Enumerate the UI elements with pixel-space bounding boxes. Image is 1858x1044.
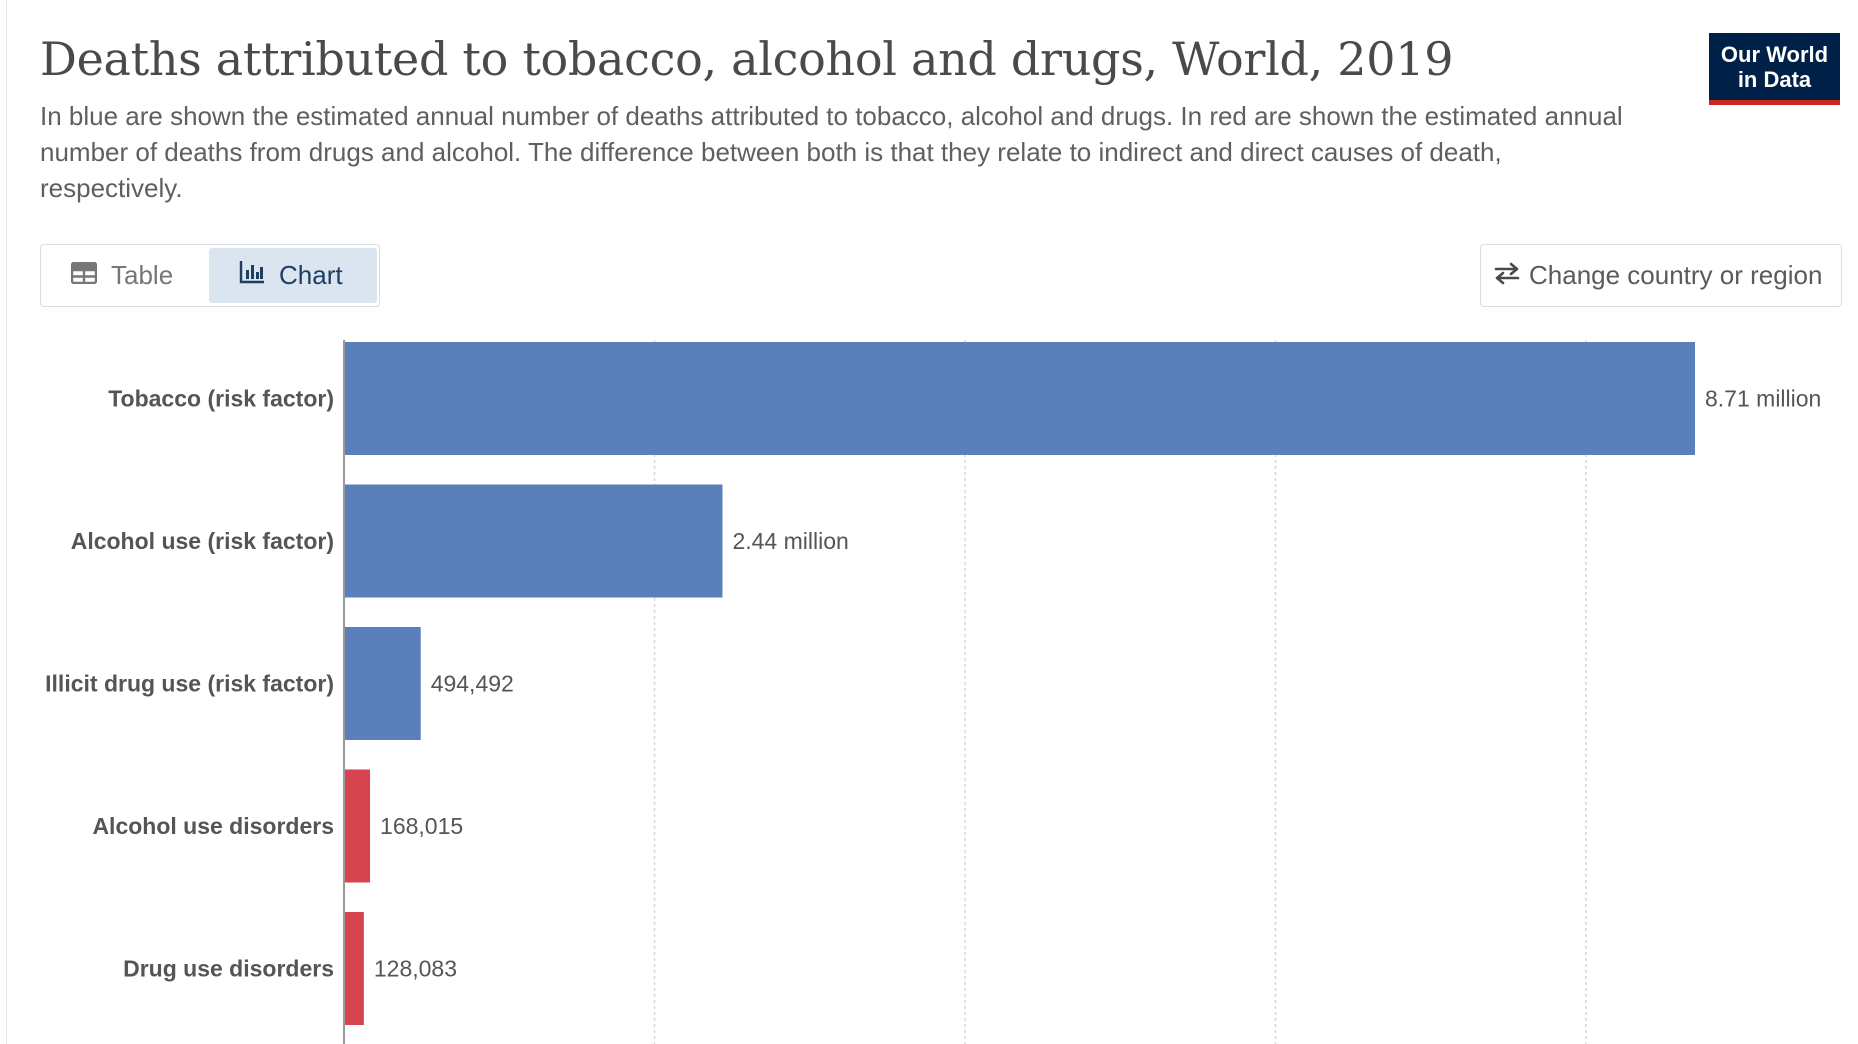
tab-table[interactable]: Table — [70, 248, 174, 303]
table-icon — [70, 260, 98, 291]
value-label: 128,083 — [374, 956, 457, 982]
page-left-border — [6, 0, 7, 1044]
category-label: Drug use disorders — [123, 956, 334, 982]
bar[interactable] — [344, 484, 723, 598]
bar[interactable] — [344, 769, 371, 883]
chart-bars: Tobacco (risk factor) 8.71 million Alcohol… — [45, 342, 1821, 1025]
logo-line-1: Our World — [1720, 42, 1829, 67]
bar[interactable] — [344, 912, 364, 1025]
category-label: Alcohol use disorders — [92, 813, 334, 839]
value-label: 8.71 million — [1705, 386, 1821, 412]
category-label: Tobacco (risk factor) — [108, 386, 334, 412]
change-country-button[interactable]: Change country or region — [1480, 244, 1842, 307]
bar[interactable] — [344, 342, 1695, 455]
bar[interactable] — [344, 627, 421, 740]
swap-arrows-icon — [1493, 260, 1521, 292]
view-toggle: Table Chart — [40, 244, 380, 307]
chart-title: Deaths attributed to tobacco, alcohol an… — [40, 32, 1454, 86]
value-label: 168,015 — [380, 813, 463, 839]
value-label: 494,492 — [431, 671, 514, 697]
bar-chart: Tobacco (risk factor) 8.71 million Alcohol… — [45, 340, 1821, 1044]
change-country-label: Change country or region — [1529, 260, 1823, 290]
logo-line-2: in Data — [1737, 67, 1812, 92]
bar-chart-icon — [239, 260, 265, 291]
owid-logo[interactable]: Our World in Data — [1709, 33, 1840, 105]
chart-subtitle: In blue are shown the estimated annual n… — [40, 101, 1623, 203]
tab-chart[interactable]: Chart — [209, 248, 377, 303]
category-label: Alcohol use (risk factor) — [71, 528, 334, 554]
category-label: Illicit drug use (risk factor) — [45, 671, 334, 697]
tab-chart-label: Chart — [279, 260, 343, 290]
value-label: 2.44 million — [732, 528, 848, 554]
tab-table-label: Table — [111, 260, 174, 290]
